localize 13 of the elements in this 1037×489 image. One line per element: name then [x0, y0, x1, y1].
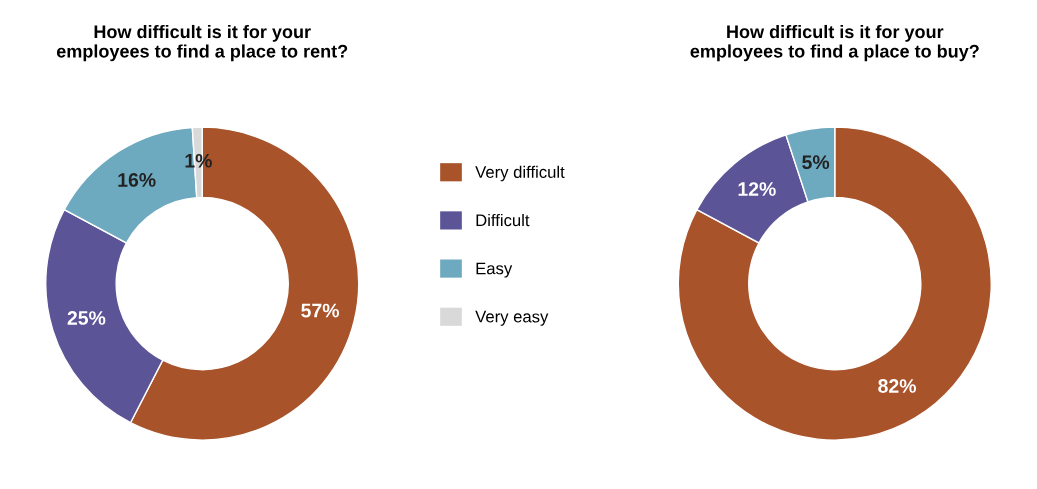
legend-label: Difficult [476, 213, 530, 227]
data-label: 25% [67, 311, 106, 325]
donut-slice [677, 126, 992, 441]
legend-label: Easy [476, 262, 513, 278]
data-label: 57% [301, 303, 340, 318]
data-label: 82% [878, 379, 917, 393]
chart-title: How difficult is it for your employees to find a place to buy? [690, 24, 979, 62]
data-label: 12% [738, 182, 776, 196]
data-label: 5% [802, 155, 830, 170]
chart-title: How difficult is it for your employees to find a place to rent? [56, 24, 348, 62]
legend-label: Very easy [475, 310, 549, 326]
legend-label: Very difficult [475, 165, 565, 182]
data-label: 16% [118, 173, 156, 187]
